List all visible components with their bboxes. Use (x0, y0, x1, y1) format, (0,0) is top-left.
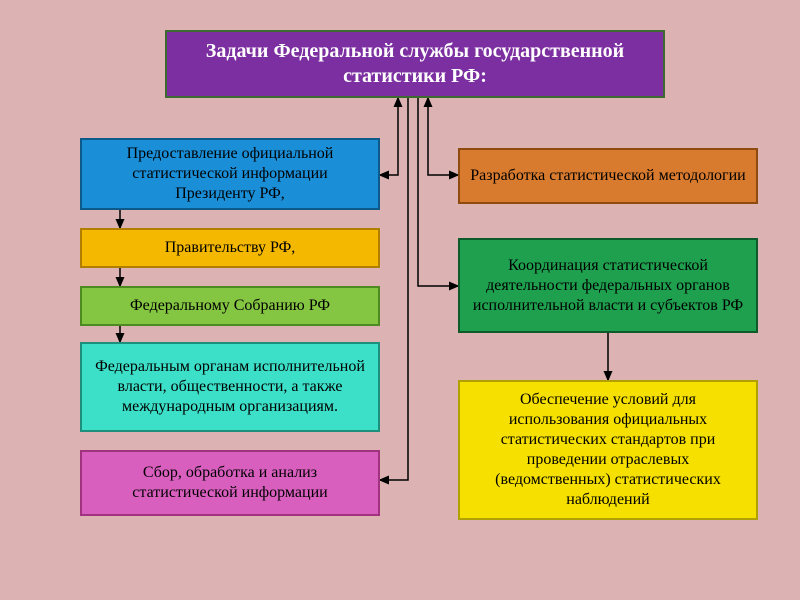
left-box-1-label: Предоставление официальной статистическо… (92, 144, 368, 204)
right-box-2-label: Координация статистической деятельности … (470, 256, 746, 316)
left-box-5-label: Сбор, обработка и анализ статистической … (92, 463, 368, 503)
left-box-2-label: Правительству РФ, (165, 238, 296, 258)
left-box-4-label: Федеральным органам исполнительной власт… (92, 357, 368, 417)
left-box-4: Федеральным органам исполнительной власт… (80, 342, 380, 432)
right-box-3-label: Обеспечение условий для использования оф… (470, 390, 746, 510)
right-box-2: Координация статистической деятельности … (458, 238, 758, 333)
right-box-1: Разработка статистической методологии (458, 148, 758, 204)
connector-1 (380, 98, 398, 175)
left-box-2: Правительству РФ, (80, 228, 380, 268)
left-box-3-label: Федеральному Собранию РФ (130, 296, 330, 316)
connector-2 (380, 98, 408, 480)
connector-4 (428, 98, 458, 175)
left-box-5: Сбор, обработка и анализ статистической … (80, 450, 380, 516)
title-box: Задачи Федеральной службы государственно… (165, 30, 665, 98)
right-box-3: Обеспечение условий для использования оф… (458, 380, 758, 520)
left-box-3: Федеральному Собранию РФ (80, 286, 380, 326)
connector-3 (418, 98, 458, 286)
right-box-1-label: Разработка статистической методологии (470, 166, 745, 186)
left-box-1: Предоставление официальной статистическо… (80, 138, 380, 210)
title-box-label: Задачи Федеральной службы государственно… (177, 39, 653, 89)
